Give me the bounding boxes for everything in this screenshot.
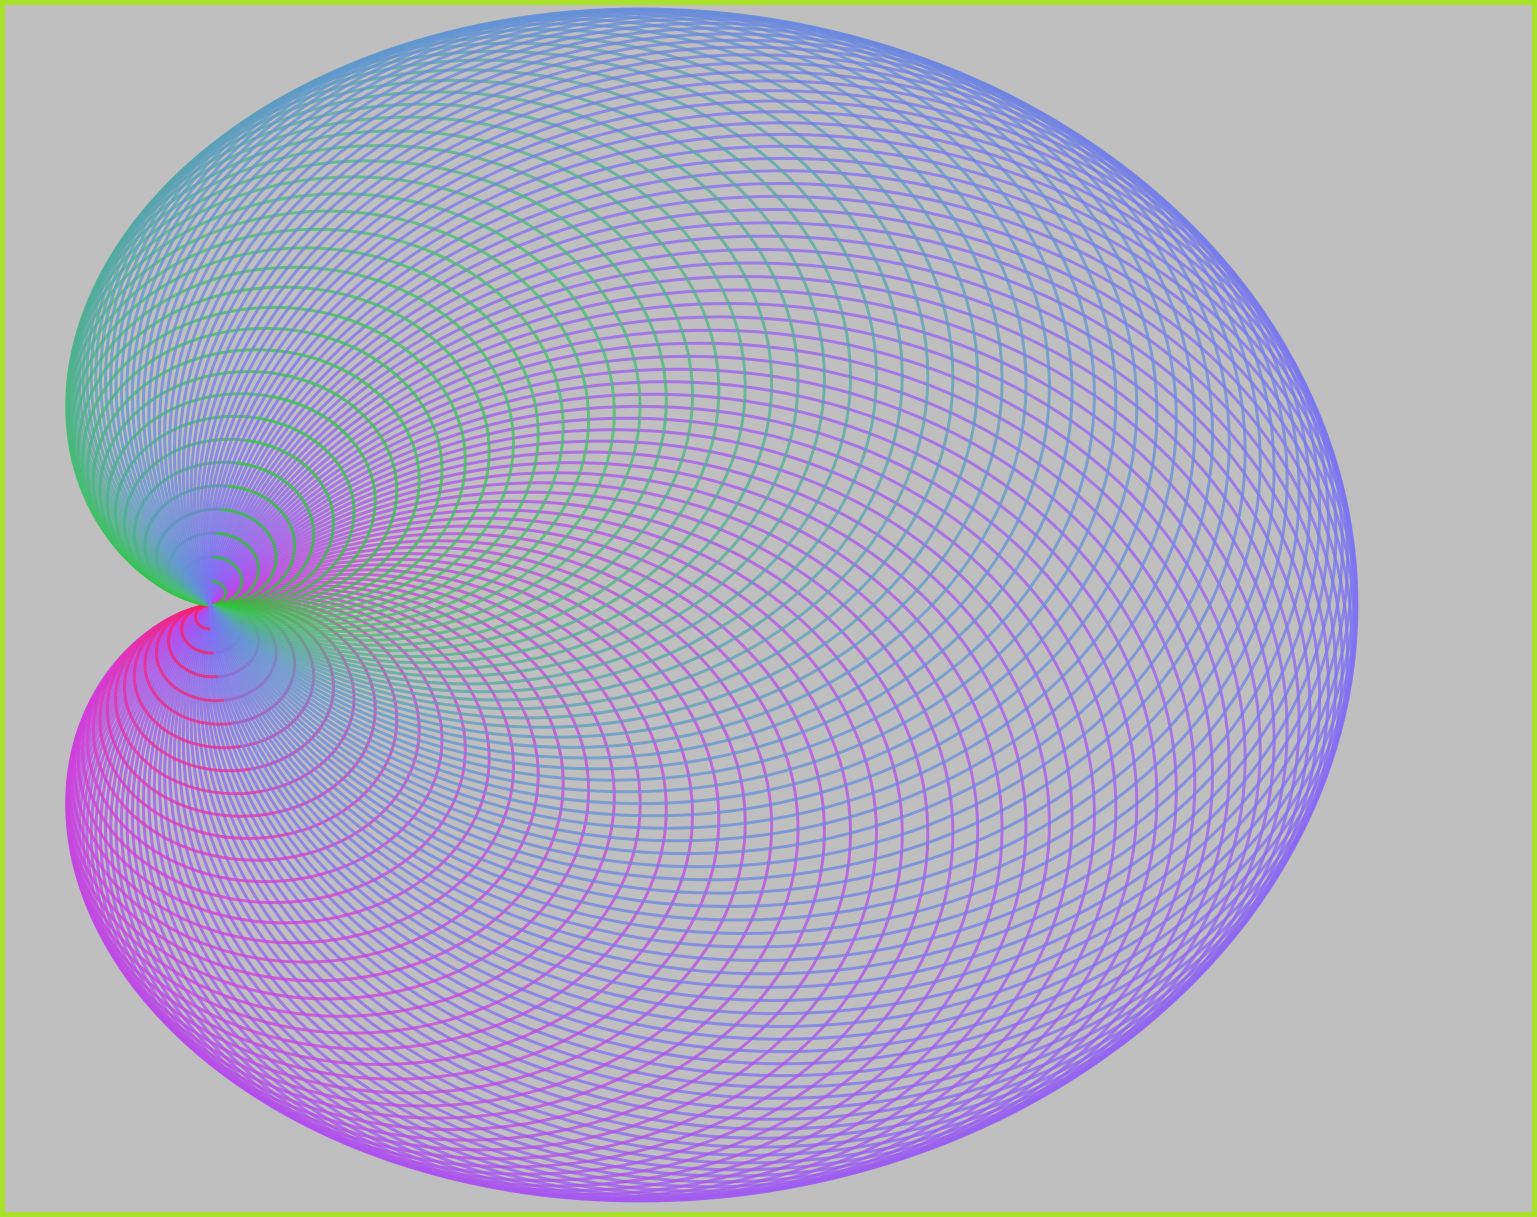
envelope-circle	[94, 499, 930, 1169]
envelope-circle	[205, 99, 1350, 1016]
envelope-circle	[193, 261, 1312, 1157]
envelope-circle	[203, 89, 1344, 1002]
envelope-circle	[208, 132, 1358, 1054]
envelope-circle	[73, 590, 515, 945]
envelope-circle	[152, 9, 1178, 830]
envelope-circle	[94, 41, 930, 711]
envelope-circle	[177, 315, 1262, 1184]
envelope-circle	[114, 17, 1028, 749]
envelope-circle	[168, 341, 1231, 1193]
envelope-circle	[85, 58, 878, 694]
envelope-circle	[163, 13, 1214, 856]
envelope-circle	[67, 129, 721, 653]
envelope-circle	[67, 584, 565, 983]
envelope-circle	[185, 288, 1289, 1172]
envelope-circle	[172, 21, 1247, 882]
envelope-circle	[81, 594, 467, 905]
envelope-circle	[199, 234, 1330, 1140]
envelope-circle	[203, 208, 1344, 1121]
envelope-circle	[168, 17, 1231, 869]
envelope-circle	[177, 26, 1262, 895]
envelope-circle	[125, 439, 1074, 1199]
envelope-circle	[71, 102, 774, 665]
envelope-circle	[103, 28, 980, 729]
envelope-circle	[85, 516, 878, 1152]
envelope-circle	[193, 53, 1312, 949]
envelope-circle	[114, 461, 1028, 1193]
envelope-circle	[158, 11, 1197, 843]
envelope-circle	[189, 45, 1301, 935]
envelope-circle	[77, 78, 826, 678]
envelope-circle	[201, 79, 1338, 989]
envelope-circle	[199, 70, 1330, 976]
envelope-circle	[71, 545, 774, 1108]
envelope-circle	[185, 38, 1289, 922]
circle-envelope	[65, 7, 1359, 1203]
envelope-circle	[181, 32, 1276, 908]
envelope-circle	[103, 481, 980, 1182]
envelope-circle	[196, 61, 1322, 962]
cardioid-artwork	[65, 7, 1359, 1203]
envelope-circle	[77, 532, 826, 1132]
